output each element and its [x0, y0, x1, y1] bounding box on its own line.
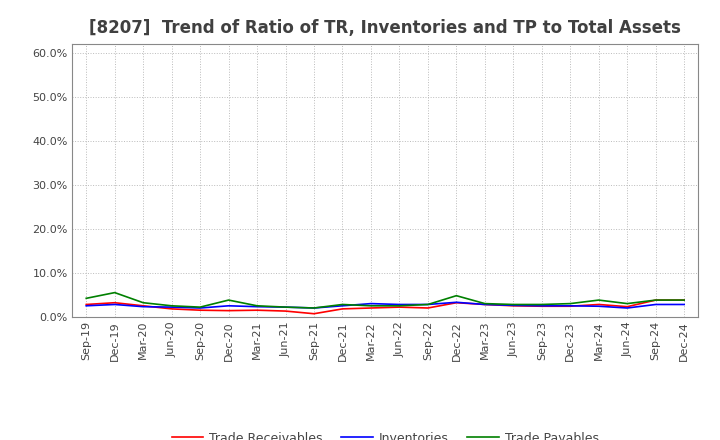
Trade Payables	[167, 303, 176, 308]
Inventories	[225, 303, 233, 308]
Inventories	[680, 302, 688, 307]
Inventories	[366, 301, 375, 306]
Trade Receivables	[680, 297, 688, 303]
Line: Trade Receivables: Trade Receivables	[86, 300, 684, 314]
Trade Receivables	[366, 305, 375, 311]
Inventories	[537, 303, 546, 308]
Trade Payables	[139, 300, 148, 305]
Trade Receivables	[139, 303, 148, 308]
Trade Receivables	[82, 302, 91, 307]
Trade Receivables	[253, 308, 261, 313]
Trade Payables	[566, 301, 575, 306]
Trade Receivables	[310, 311, 318, 316]
Inventories	[253, 304, 261, 309]
Trade Payables	[338, 302, 347, 307]
Inventories	[652, 302, 660, 307]
Legend: Trade Receivables, Inventories, Trade Payables: Trade Receivables, Inventories, Trade Pa…	[166, 427, 604, 440]
Trade Payables	[652, 297, 660, 303]
Trade Payables	[366, 303, 375, 308]
Inventories	[595, 304, 603, 309]
Trade Payables	[680, 297, 688, 303]
Inventories	[423, 302, 432, 307]
Trade Receivables	[452, 300, 461, 305]
Trade Payables	[282, 304, 290, 310]
Trade Payables	[480, 301, 489, 306]
Trade Receivables	[566, 304, 575, 309]
Trade Payables	[110, 290, 119, 295]
Trade Receivables	[282, 308, 290, 314]
Inventories	[110, 302, 119, 307]
Trade Receivables	[395, 304, 404, 310]
Line: Inventories: Inventories	[86, 302, 684, 308]
Trade Payables	[196, 304, 204, 310]
Line: Trade Payables: Trade Payables	[86, 293, 684, 308]
Trade Receivables	[652, 297, 660, 303]
Inventories	[282, 304, 290, 310]
Trade Receivables	[595, 302, 603, 307]
Trade Payables	[310, 305, 318, 311]
Inventories	[167, 304, 176, 310]
Inventories	[196, 305, 204, 311]
Trade Receivables	[423, 305, 432, 311]
Trade Receivables	[537, 304, 546, 309]
Trade Payables	[82, 296, 91, 301]
Trade Payables	[395, 303, 404, 308]
Trade Receivables	[225, 308, 233, 313]
Trade Receivables	[623, 304, 631, 309]
Trade Payables	[595, 297, 603, 303]
Trade Payables	[452, 293, 461, 298]
Inventories	[509, 303, 518, 308]
Title: [8207]  Trend of Ratio of TR, Inventories and TP to Total Assets: [8207] Trend of Ratio of TR, Inventories…	[89, 19, 681, 37]
Trade Receivables	[167, 306, 176, 312]
Inventories	[82, 303, 91, 308]
Trade Payables	[509, 302, 518, 307]
Trade Receivables	[338, 306, 347, 312]
Trade Payables	[423, 302, 432, 307]
Trade Payables	[623, 301, 631, 306]
Inventories	[139, 304, 148, 309]
Trade Payables	[253, 303, 261, 308]
Trade Payables	[537, 302, 546, 307]
Inventories	[480, 302, 489, 307]
Trade Payables	[225, 297, 233, 303]
Inventories	[338, 303, 347, 308]
Trade Receivables	[509, 303, 518, 308]
Inventories	[395, 302, 404, 307]
Trade Receivables	[196, 308, 204, 313]
Inventories	[623, 305, 631, 311]
Trade Receivables	[480, 302, 489, 307]
Trade Receivables	[110, 300, 119, 305]
Inventories	[566, 303, 575, 308]
Inventories	[310, 305, 318, 311]
Inventories	[452, 300, 461, 305]
